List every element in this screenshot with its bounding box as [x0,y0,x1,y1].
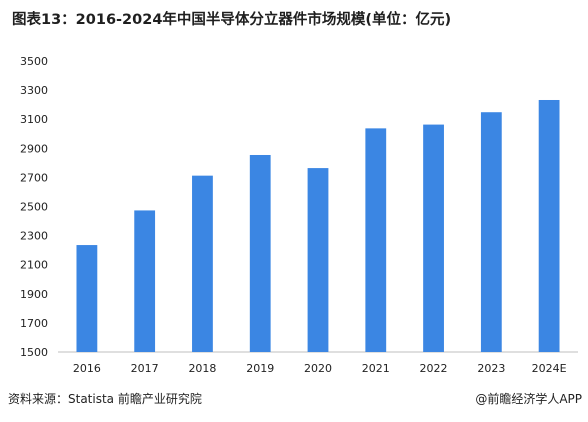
x-tick-label: 2023 [477,362,505,375]
bar-2021 [365,128,387,352]
x-tick-label: 2018 [188,362,216,375]
x-tick-label: 2020 [304,362,332,375]
y-tick-label: 2900 [20,142,48,155]
bar-2017 [134,210,156,352]
footer: 资料来源：Statista 前瞻产业研究院 @前瞻经济学人APP [0,390,588,410]
x-tick-label: 2017 [131,362,159,375]
x-tick-label: 2024E [532,362,567,375]
y-tick-label: 1500 [20,346,48,359]
bar-2020 [307,168,329,352]
y-tick-label: 3100 [20,113,48,126]
bar-2018 [192,175,213,352]
y-tick-label: 2700 [20,171,48,184]
x-tick-label: 2022 [420,362,448,375]
x-tick-label: 2021 [362,362,390,375]
y-tick-label: 1900 [20,288,48,301]
y-tick-label: 2500 [20,201,48,214]
chart-title: 图表13：2016-2024年中国半导体分立器件市场规模(单位：亿元) [12,12,452,28]
bars [76,99,560,353]
credit-label: @前瞻经济学人APP [475,392,582,406]
bar-2019 [249,154,271,352]
y-tick-label: 2100 [20,259,48,272]
y-tick-label: 3500 [20,55,48,68]
bar-2023 [480,112,502,352]
y-tick-label: 3300 [20,84,48,97]
y-tick-label: 2300 [20,230,48,243]
bar-2024E [538,99,560,352]
bar-2016 [76,245,98,352]
y-axis-ticks: 1500 1700 1900 2100 2300 2500 2700 2900 3100 3300… [20,55,48,359]
y-tick-label: 1700 [20,317,48,330]
bar-2022 [423,124,444,353]
x-axis-ticks: 2016 2017 2018 2019 2020 2021 2022 2023 2024E [73,362,567,375]
source-note: 资料来源：Statista 前瞻产业研究院 [8,392,202,406]
x-tick-label: 2016 [73,362,101,375]
x-tick-label: 2019 [246,362,274,375]
